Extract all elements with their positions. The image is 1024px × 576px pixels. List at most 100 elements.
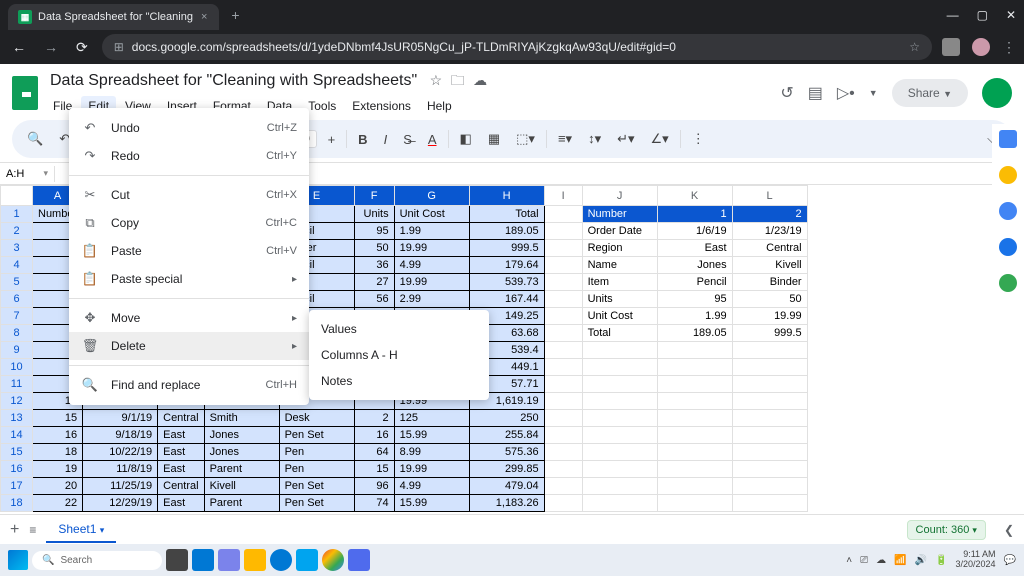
share-button[interactable]: Share ▼ — [892, 79, 968, 107]
cell[interactable]: East — [158, 461, 204, 478]
cell[interactable]: Pen — [279, 461, 354, 478]
profile-icon[interactable] — [972, 38, 990, 56]
meet-icon[interactable]: ▷• — [837, 83, 855, 103]
cell[interactable] — [657, 427, 732, 444]
cell[interactable]: 19.99 — [394, 240, 469, 257]
row-header[interactable]: 15 — [1, 444, 33, 461]
valign-icon[interactable]: ↕▾ — [583, 127, 606, 151]
cell[interactable]: Jones — [204, 444, 279, 461]
menu-redo[interactable]: ↷RedoCtrl+Y — [69, 142, 309, 170]
cell[interactable]: 1 — [657, 206, 732, 223]
cell[interactable]: 2 — [732, 206, 807, 223]
cell[interactable] — [732, 495, 807, 512]
cell[interactable]: 1,183.26 — [469, 495, 544, 512]
cell[interactable]: 27 — [354, 274, 394, 291]
cell[interactable] — [544, 223, 582, 240]
add-sheet-button[interactable]: + — [10, 521, 19, 539]
start-button[interactable] — [8, 550, 28, 570]
col-header[interactable]: F — [354, 186, 394, 206]
cell[interactable] — [657, 444, 732, 461]
address-bar[interactable]: ⊞ docs.google.com/spreadsheets/d/1ydeDNb… — [102, 34, 932, 60]
cell[interactable]: 1/6/19 — [657, 223, 732, 240]
cell[interactable]: 1/23/19 — [732, 223, 807, 240]
move-icon[interactable]: 🗀 — [451, 72, 465, 88]
cell[interactable]: 12/29/19 — [83, 495, 158, 512]
menu-extensions[interactable]: Extensions — [345, 96, 418, 116]
bold-icon[interactable]: B — [353, 128, 372, 151]
star-icon[interactable]: ☆ — [430, 72, 443, 88]
cell[interactable]: Pen Set — [279, 427, 354, 444]
cell[interactable] — [732, 393, 807, 410]
text-color-icon[interactable]: A — [423, 128, 442, 151]
history-icon[interactable]: ↺ — [780, 83, 793, 103]
cell[interactable] — [544, 461, 582, 478]
cell[interactable]: 189.05 — [657, 325, 732, 342]
cell[interactable] — [582, 393, 657, 410]
tray-chevron-icon[interactable]: ˄ — [846, 555, 852, 566]
cell[interactable] — [544, 444, 582, 461]
cell[interactable]: 96 — [354, 478, 394, 495]
cell[interactable]: 11/25/19 — [83, 478, 158, 495]
sheet-tab[interactable]: Sheet1 ▾ — [46, 517, 116, 543]
cell[interactable]: 95 — [657, 291, 732, 308]
cell[interactable]: Pen — [279, 444, 354, 461]
menu-undo[interactable]: ↶UndoCtrl+Z — [69, 114, 309, 142]
submenu-columns[interactable]: Columns A - H — [309, 342, 489, 368]
more-icon[interactable]: ⋮ — [687, 127, 710, 151]
cell[interactable]: East — [158, 495, 204, 512]
cell[interactable]: 15 — [33, 410, 83, 427]
cell[interactable]: Unit Cost — [394, 206, 469, 223]
row-header[interactable]: 1 — [1, 206, 33, 223]
row-header[interactable]: 3 — [1, 240, 33, 257]
cell[interactable]: East — [158, 444, 204, 461]
cell[interactable]: Parent — [204, 461, 279, 478]
cell[interactable]: 18 — [33, 444, 83, 461]
cell[interactable] — [544, 342, 582, 359]
row-header[interactable]: 16 — [1, 461, 33, 478]
cell[interactable] — [544, 274, 582, 291]
cell[interactable] — [732, 444, 807, 461]
cell[interactable]: Central — [158, 410, 204, 427]
cell[interactable]: 1.99 — [657, 308, 732, 325]
cell[interactable]: Kivell — [732, 257, 807, 274]
row-header[interactable]: 10 — [1, 359, 33, 376]
cell[interactable] — [544, 240, 582, 257]
cell[interactable]: Pen Set — [279, 495, 354, 512]
cell[interactable] — [544, 206, 582, 223]
cell[interactable] — [544, 410, 582, 427]
cell[interactable] — [544, 291, 582, 308]
cell[interactable]: 15.99 — [394, 427, 469, 444]
cell[interactable]: Pen Set — [279, 478, 354, 495]
avatar[interactable] — [982, 78, 1012, 108]
strike-icon[interactable]: S̶ — [398, 128, 417, 151]
cell[interactable] — [657, 478, 732, 495]
cell[interactable] — [582, 444, 657, 461]
cell[interactable] — [732, 410, 807, 427]
cell[interactable]: 19.99 — [394, 274, 469, 291]
cell[interactable]: 9/18/19 — [83, 427, 158, 444]
borders-icon[interactable]: ▦ — [483, 127, 505, 151]
menu-paste-special[interactable]: 📋Paste special▸ — [69, 265, 309, 293]
cell[interactable] — [732, 342, 807, 359]
wifi-icon[interactable]: 📶 — [894, 555, 906, 566]
merge-icon[interactable]: ⬚▾ — [511, 127, 540, 151]
sheets-logo-icon[interactable] — [12, 76, 38, 110]
cell[interactable] — [732, 359, 807, 376]
rotate-icon[interactable]: ∠▾ — [646, 127, 674, 151]
cell[interactable]: 15.99 — [394, 495, 469, 512]
menu-move[interactable]: ✥Move▸ — [69, 304, 309, 332]
volume-icon[interactable]: 🔊 — [915, 555, 927, 566]
col-header[interactable]: H — [469, 186, 544, 206]
close-icon[interactable]: ✕ — [1006, 8, 1016, 22]
cell[interactable] — [657, 359, 732, 376]
col-header[interactable]: I — [544, 186, 582, 206]
minimize-icon[interactable]: — — [947, 8, 959, 22]
cell[interactable] — [544, 478, 582, 495]
cell[interactable] — [544, 325, 582, 342]
cell[interactable] — [582, 461, 657, 478]
task-icon[interactable] — [166, 549, 188, 571]
site-info-icon[interactable]: ⊞ — [114, 40, 124, 54]
cell[interactable] — [582, 410, 657, 427]
cell[interactable]: 8.99 — [394, 444, 469, 461]
cell[interactable]: 125 — [394, 410, 469, 427]
